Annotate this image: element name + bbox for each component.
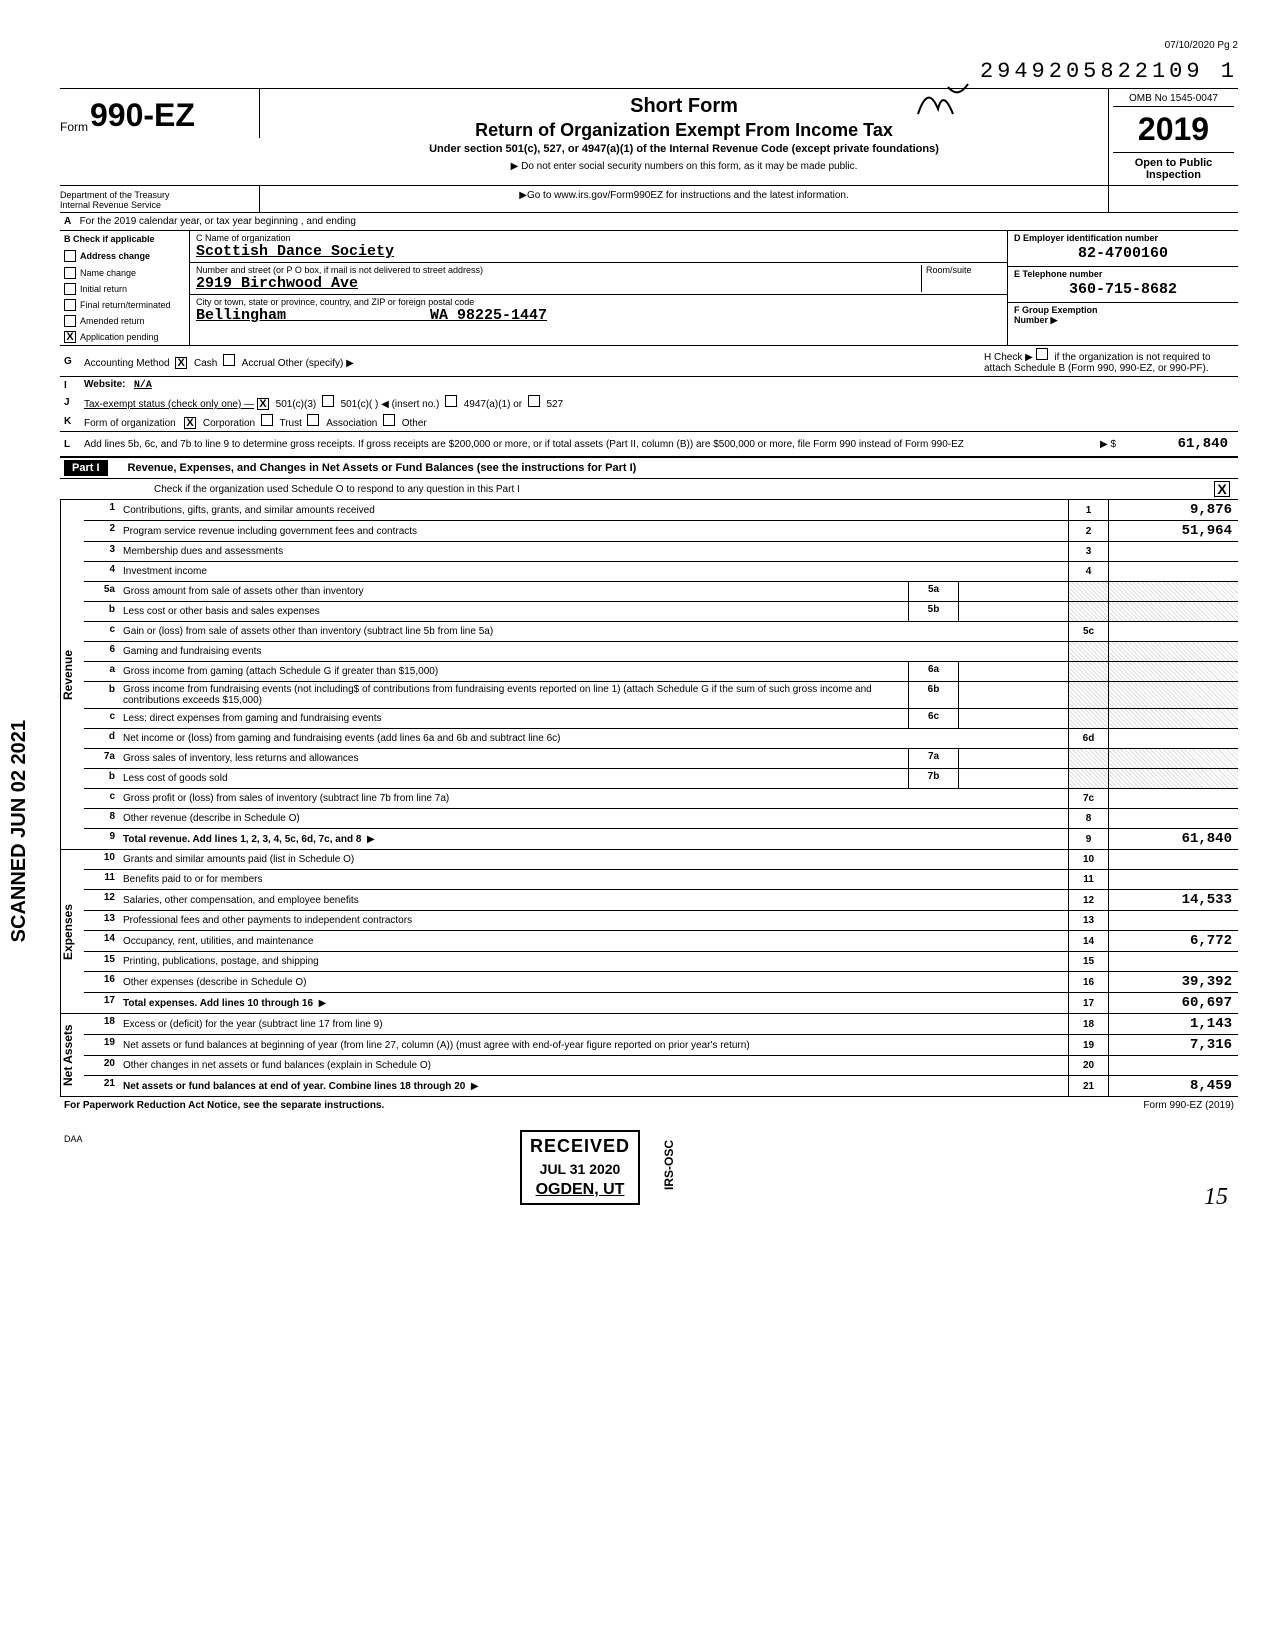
line-5c: cGain or (loss) from sale of assets othe…: [84, 622, 1238, 642]
line-15: 15Printing, publications, postage, and s…: [84, 952, 1238, 972]
line-6a: aGross income from gaming (attach Schedu…: [84, 662, 1238, 682]
line-9: 9Total revenue. Add lines 1, 2, 3, 4, 5c…: [84, 829, 1238, 849]
line-7b: bLess cost of goods sold7b: [84, 769, 1238, 789]
line-10: 10Grants and similar amounts paid (list …: [84, 850, 1238, 870]
ein: 82-4700160: [1014, 243, 1232, 264]
scanned-stamp: SCANNED JUN 02 2021: [8, 720, 31, 942]
return-title: Return of Organization Exempt From Incom…: [270, 120, 1098, 141]
checkbox-name-change[interactable]: Name change: [60, 265, 189, 281]
stamp-irs-osc: IRS-OSC: [662, 1140, 676, 1190]
org-name: Scottish Dance Society: [196, 243, 1001, 260]
org-city: Bellingham WA 98225-1447: [196, 307, 1001, 324]
line-k: K Form of organization X Corporation Tru…: [60, 412, 1238, 432]
form-header: Form 990-EZ Short Form Return of Organiz…: [60, 88, 1238, 186]
line-3: 3Membership dues and assessments3: [84, 542, 1238, 562]
part-1-header: Part I Revenue, Expenses, and Changes in…: [60, 457, 1238, 479]
instruction-url: ▶Go to www.irs.gov/Form990EZ for instruc…: [260, 186, 1108, 212]
checkbox-address-change[interactable]: Address change: [60, 247, 189, 265]
line-1: 1Contributions, gifts, grants, and simil…: [84, 500, 1238, 521]
line-5b: bLess cost or other basis and sales expe…: [84, 602, 1238, 622]
line-12: 12Salaries, other compensation, and empl…: [84, 890, 1238, 911]
line-19: 19Net assets or fund balances at beginni…: [84, 1035, 1238, 1056]
line-l: L Add lines 5b, 6c, and 7b to line 9 to …: [60, 432, 1238, 457]
omb-number: OMB No 1545-0047: [1113, 93, 1234, 107]
line-6b: bGross income from fundraising events (n…: [84, 682, 1238, 709]
line-7a: 7aGross sales of inventory, less returns…: [84, 749, 1238, 769]
line-21: 21Net assets or fund balances at end of …: [84, 1076, 1238, 1096]
line-16: 16Other expenses (describe in Schedule O…: [84, 972, 1238, 993]
instruction-ssn: ▶ Do not enter social security numbers o…: [270, 161, 1098, 172]
line-18: 18Excess or (deficit) for the year (subt…: [84, 1014, 1238, 1035]
section-d: D Employer identification number82-47001…: [1008, 231, 1238, 345]
public-inspection: Open to Public Inspection: [1113, 153, 1234, 181]
section-b: B Check if applicable Address changeName…: [60, 231, 190, 345]
checkbox-final-return-terminated[interactable]: Final return/terminated: [60, 297, 189, 313]
checkbox-amended-return[interactable]: Amended return: [60, 313, 189, 329]
website: N/A: [134, 380, 152, 391]
row-a-tax-year: A For the 2019 calendar year, or tax yea…: [60, 213, 1238, 231]
line-6c: cLess: direct expenses from gaming and f…: [84, 709, 1238, 729]
form-word: Form: [60, 120, 88, 134]
page-date: 07/10/2020 Pg 2: [60, 40, 1238, 51]
line-g: G Accounting Method X Cash Accrual Other…: [60, 346, 1238, 377]
line-4: 4Investment income4: [84, 562, 1238, 582]
short-form-title: Short Form: [270, 95, 1098, 118]
line-8: 8Other revenue (describe in Schedule O)8: [84, 809, 1238, 829]
subtitle: Under section 501(c), 527, or 4947(a)(1)…: [270, 143, 1098, 155]
footer-notice: For Paperwork Reduction Act Notice, see …: [64, 1100, 384, 1111]
line-6d: dNet income or (loss) from gaming and fu…: [84, 729, 1238, 749]
gross-receipts: 61,840: [1124, 434, 1234, 454]
phone: 360-715-8682: [1014, 279, 1232, 300]
netassets-label: Net Assets: [60, 1014, 84, 1096]
checkbox-application-pending[interactable]: XApplication pending: [60, 329, 189, 345]
checkbox-initial-return[interactable]: Initial return: [60, 281, 189, 297]
footer-daa: DAA: [60, 1114, 1238, 1144]
line-7c: cGross profit or (loss) from sales of in…: [84, 789, 1238, 809]
section-c: C Name of organizationScottish Dance Soc…: [190, 231, 1008, 345]
form-id: Form 990-EZ: [60, 89, 260, 138]
control-number: 2949205822109 1: [60, 59, 1238, 84]
footer-form: Form 990-EZ (2019): [1143, 1100, 1234, 1111]
part-1-sub: Check if the organization used Schedule …: [60, 479, 1238, 500]
org-address: 2919 Birchwood Ave: [196, 275, 921, 292]
line-20: 20Other changes in net assets or fund ba…: [84, 1056, 1238, 1076]
expenses-label: Expenses: [60, 850, 84, 1013]
department: Department of the Treasury Internal Reve…: [60, 186, 260, 212]
tax-year: 2019: [1113, 107, 1234, 153]
line-6: 6Gaming and fundraising events: [84, 642, 1238, 662]
form-number: 990-EZ: [90, 97, 195, 134]
line-2: 2Program service revenue including gover…: [84, 521, 1238, 542]
line-5a: 5aGross amount from sale of assets other…: [84, 582, 1238, 602]
line-13: 13Professional fees and other payments t…: [84, 911, 1238, 931]
signature-mark: [913, 79, 973, 119]
line-14: 14Occupancy, rent, utilities, and mainte…: [84, 931, 1238, 952]
received-stamp: RECEIVED JUL 31 2020 OGDEN, UT: [520, 1130, 640, 1205]
line-i: I Website: N/A: [60, 377, 1238, 393]
page-number: 15: [60, 1184, 1238, 1211]
revenue-label: Revenue: [60, 500, 84, 849]
line-11: 11Benefits paid to or for members11: [84, 870, 1238, 890]
line-17: 17Total expenses. Add lines 10 through 1…: [84, 993, 1238, 1013]
line-j: J Tax-exempt status (check only one) — X…: [60, 393, 1238, 412]
